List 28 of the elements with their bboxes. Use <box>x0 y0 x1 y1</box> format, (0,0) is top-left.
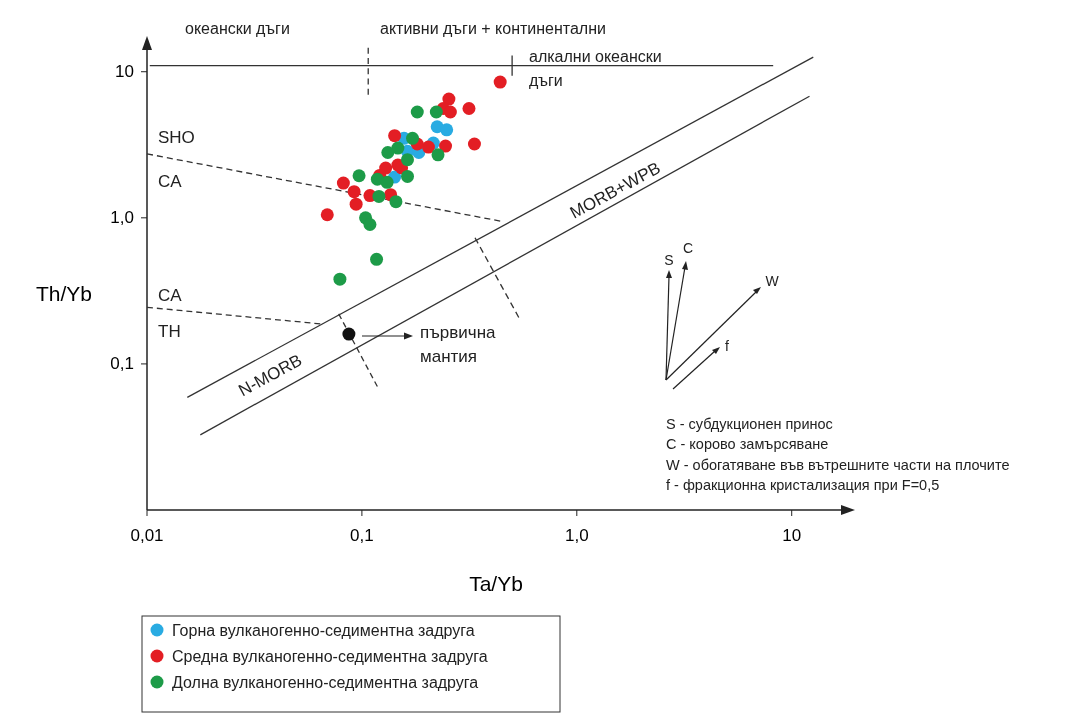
legend-label: Средна вулканогенно-седиментна задруга <box>172 647 488 665</box>
x-tick-label: 0,1 <box>350 525 374 545</box>
annotation: S - субдукционен принос <box>666 416 833 432</box>
annotation: CA <box>158 285 183 305</box>
annotation: алкални океански дъги <box>529 47 662 89</box>
annotation: C - корово замърсяване <box>666 436 829 452</box>
y-tick-label: 10 <box>115 62 134 82</box>
annotation: W - обогатяване във вътрешните части на плочите <box>666 457 1010 473</box>
text: активни дъги + континентални <box>380 19 606 37</box>
x-tick-label: 1,0 <box>564 525 589 545</box>
annotation: CA <box>158 171 183 191</box>
y-axis-title: Th/Yb <box>36 281 93 305</box>
annotation: f <box>725 338 730 354</box>
annotation: TH <box>158 321 181 341</box>
legend-label: Горна вулканогенно-седиментна задруга <box>172 621 475 639</box>
text: океански дъги <box>185 19 290 37</box>
annotation: първична мантия <box>420 322 497 366</box>
y-tick-label: 1,0 <box>110 208 134 228</box>
annotation: S <box>664 252 674 268</box>
annotation: SHO <box>158 127 195 147</box>
legend-label: Долна вулканогенно-седиментна задруга <box>172 673 479 691</box>
x-tick-label: 0,01 <box>130 525 164 545</box>
annotation: f - фракционна кристализация при F=0,5 <box>666 477 940 493</box>
x-axis-title: Ta/Yb <box>469 571 523 595</box>
x-tick-label: 10 <box>782 525 802 545</box>
annotation: C <box>682 240 694 256</box>
annotation: W <box>765 273 780 289</box>
y-tick-label: 0,1 <box>110 354 134 374</box>
